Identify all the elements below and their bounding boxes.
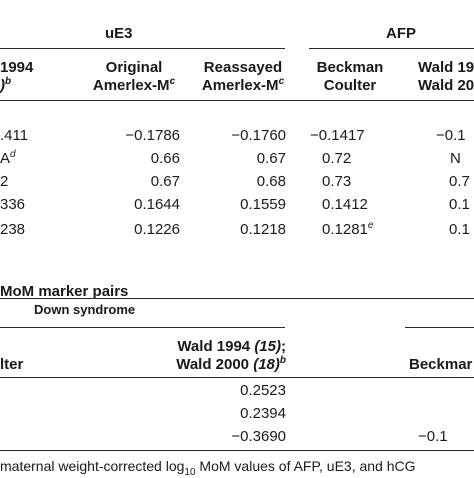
table-cell: 238: [0, 221, 26, 238]
table-cell: −0.1: [436, 127, 466, 144]
group-header-ue3: uE3: [105, 25, 133, 42]
table-cell: 0.67: [150, 173, 180, 190]
table-cell: 2: [0, 173, 9, 190]
col-header-beckman: Beckmar: [409, 356, 473, 373]
table-cell: 0.1: [449, 196, 470, 213]
table-cell: 0.1218: [240, 221, 286, 238]
col-header-wald-line2: Wald 2000 (18)b: [176, 355, 286, 373]
bottom-header-rule: [0, 377, 474, 378]
col-header-wald1994-line1: 1994: [0, 59, 34, 76]
table-cell: 336: [0, 196, 26, 213]
right-group-rule: [405, 327, 474, 328]
col-header-reassayed-line2: Amerlex-Mc: [201, 76, 285, 94]
table-cell: −0.1786: [125, 127, 180, 144]
table-cell: −0.1: [418, 428, 448, 445]
section-title-rule: [0, 298, 474, 299]
table-cell: 0.66: [150, 150, 180, 167]
table-cell: N: [450, 150, 461, 167]
table-bottom-rule: [0, 450, 474, 451]
table-cell: 0.1226: [134, 221, 180, 238]
table-cell: 0.1644: [134, 196, 180, 213]
col-header-wald1994-line2: )b: [0, 76, 12, 94]
col-header-beckman-coulter-partial: lter: [0, 356, 24, 373]
table-cell: 0.67: [256, 150, 286, 167]
table-cell: 0.2523: [240, 382, 286, 399]
col-header-beckman-line1: Beckman: [316, 59, 384, 76]
table-cell: 0.1: [449, 221, 470, 238]
table-cell: 0.73: [322, 173, 352, 190]
header-bottom-rule: [0, 100, 474, 101]
table-cell: Ad: [0, 149, 16, 167]
table-cell: 0.2394: [240, 405, 286, 422]
footnote-text: maternal weight-corrected log10 MoM valu…: [0, 458, 416, 478]
table-cell: 0.1412: [322, 196, 368, 213]
col-header-beckman-line2: Coulter: [323, 77, 377, 94]
table-cell: .411: [0, 127, 29, 144]
col-header-wald-afp-line1: Wald 19: [418, 59, 474, 76]
down-syndrome-group-rule: [0, 327, 285, 328]
ue3-group-rule: [0, 48, 285, 49]
col-header-wald-afp-line2: Wald 200: [418, 77, 474, 94]
table-cell: 0.68: [256, 173, 286, 190]
table-cell: −0.3690: [231, 428, 286, 445]
table-cell: 0.72: [322, 150, 352, 167]
table-cell: 0.7: [449, 173, 470, 190]
col-header-original-line1: Original: [105, 59, 163, 76]
group-header-down-syndrome: Down syndrome: [34, 302, 136, 317]
afp-group-rule: [309, 48, 474, 49]
table-cell: −0.1417: [310, 127, 365, 144]
col-header-wald-line1: Wald 1994 (15);: [177, 338, 286, 355]
table-cell: 0.1281e: [322, 220, 374, 238]
table-cell: −0.1760: [231, 127, 286, 144]
col-header-original-line2: Amerlex-Mc: [92, 76, 176, 94]
table-cell: 0.1559: [240, 196, 286, 213]
col-header-reassayed-line1: Reassayed: [203, 59, 283, 76]
section-title: MoM marker pairs: [0, 283, 129, 300]
group-header-afp: AFP: [386, 25, 416, 42]
